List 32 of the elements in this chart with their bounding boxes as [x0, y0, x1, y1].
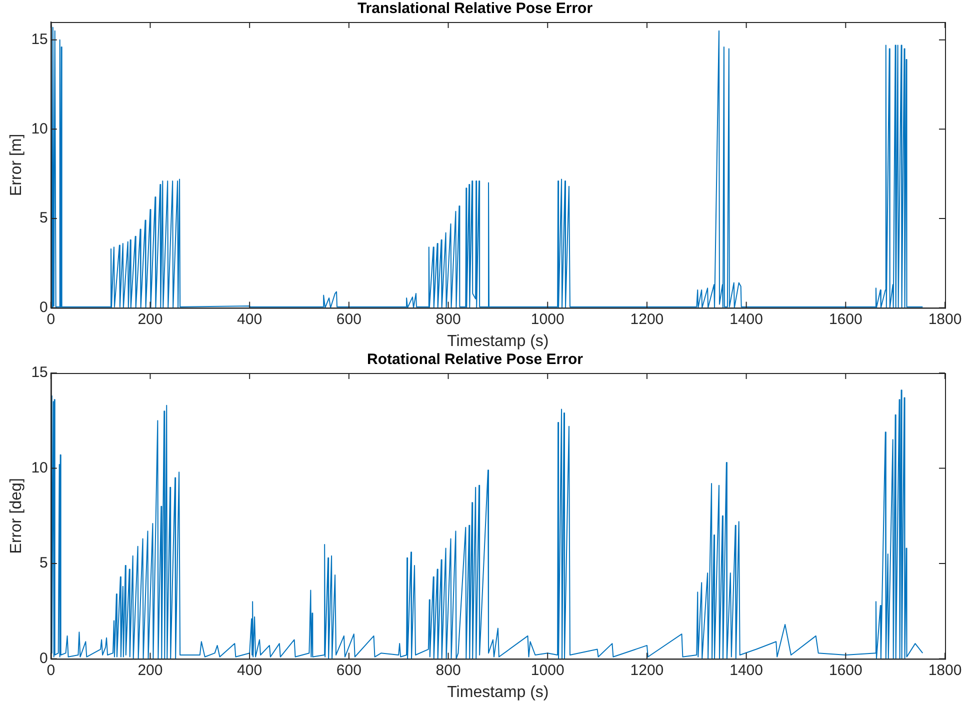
x-tick-label: 1400 — [730, 310, 763, 328]
x-tick-label: 1600 — [828, 310, 862, 328]
x-tick-label: 800 — [436, 310, 461, 328]
x-tick-label: 200 — [138, 662, 163, 679]
x-tick-label: 400 — [237, 662, 262, 679]
y-tick-label: 0 — [40, 650, 48, 667]
y-tick-label: 15 — [31, 31, 48, 48]
chart-title: Rotational Relative Pose Error — [367, 351, 584, 368]
x-axis-title: Timestamp (s) — [447, 332, 549, 350]
x-tick-label: 1600 — [828, 662, 862, 679]
x-tick-label: 600 — [336, 310, 362, 328]
y-axis-title: Error [m] — [8, 134, 26, 196]
y-tick-label: 5 — [40, 554, 48, 572]
x-tick-label: 1800 — [928, 310, 962, 328]
y-tick-label: 0 — [40, 298, 48, 316]
x-tick-label: 1200 — [630, 662, 664, 679]
x-tick-label: 600 — [336, 662, 362, 679]
x-tick-label: 1800 — [928, 662, 962, 679]
x-tick-label: 400 — [237, 310, 262, 328]
y-tick-label: 15 — [31, 364, 48, 382]
y-tick-label: 5 — [40, 210, 48, 227]
x-tick-label: 800 — [436, 662, 461, 679]
y-tick-label: 10 — [31, 120, 48, 138]
x-tick-label: 1400 — [730, 662, 763, 679]
x-tick-label: 1000 — [530, 310, 564, 328]
y-tick-label: 10 — [31, 459, 48, 476]
x-tick-label: 1200 — [630, 310, 664, 328]
x-tick-label: 1000 — [530, 662, 564, 679]
x-axis-title: Timestamp (s) — [447, 684, 549, 701]
x-tick-label: 200 — [138, 310, 163, 328]
y-axis-title: Error [deg] — [8, 478, 26, 554]
chart-title: Translational Relative Pose Error — [357, 0, 593, 18]
